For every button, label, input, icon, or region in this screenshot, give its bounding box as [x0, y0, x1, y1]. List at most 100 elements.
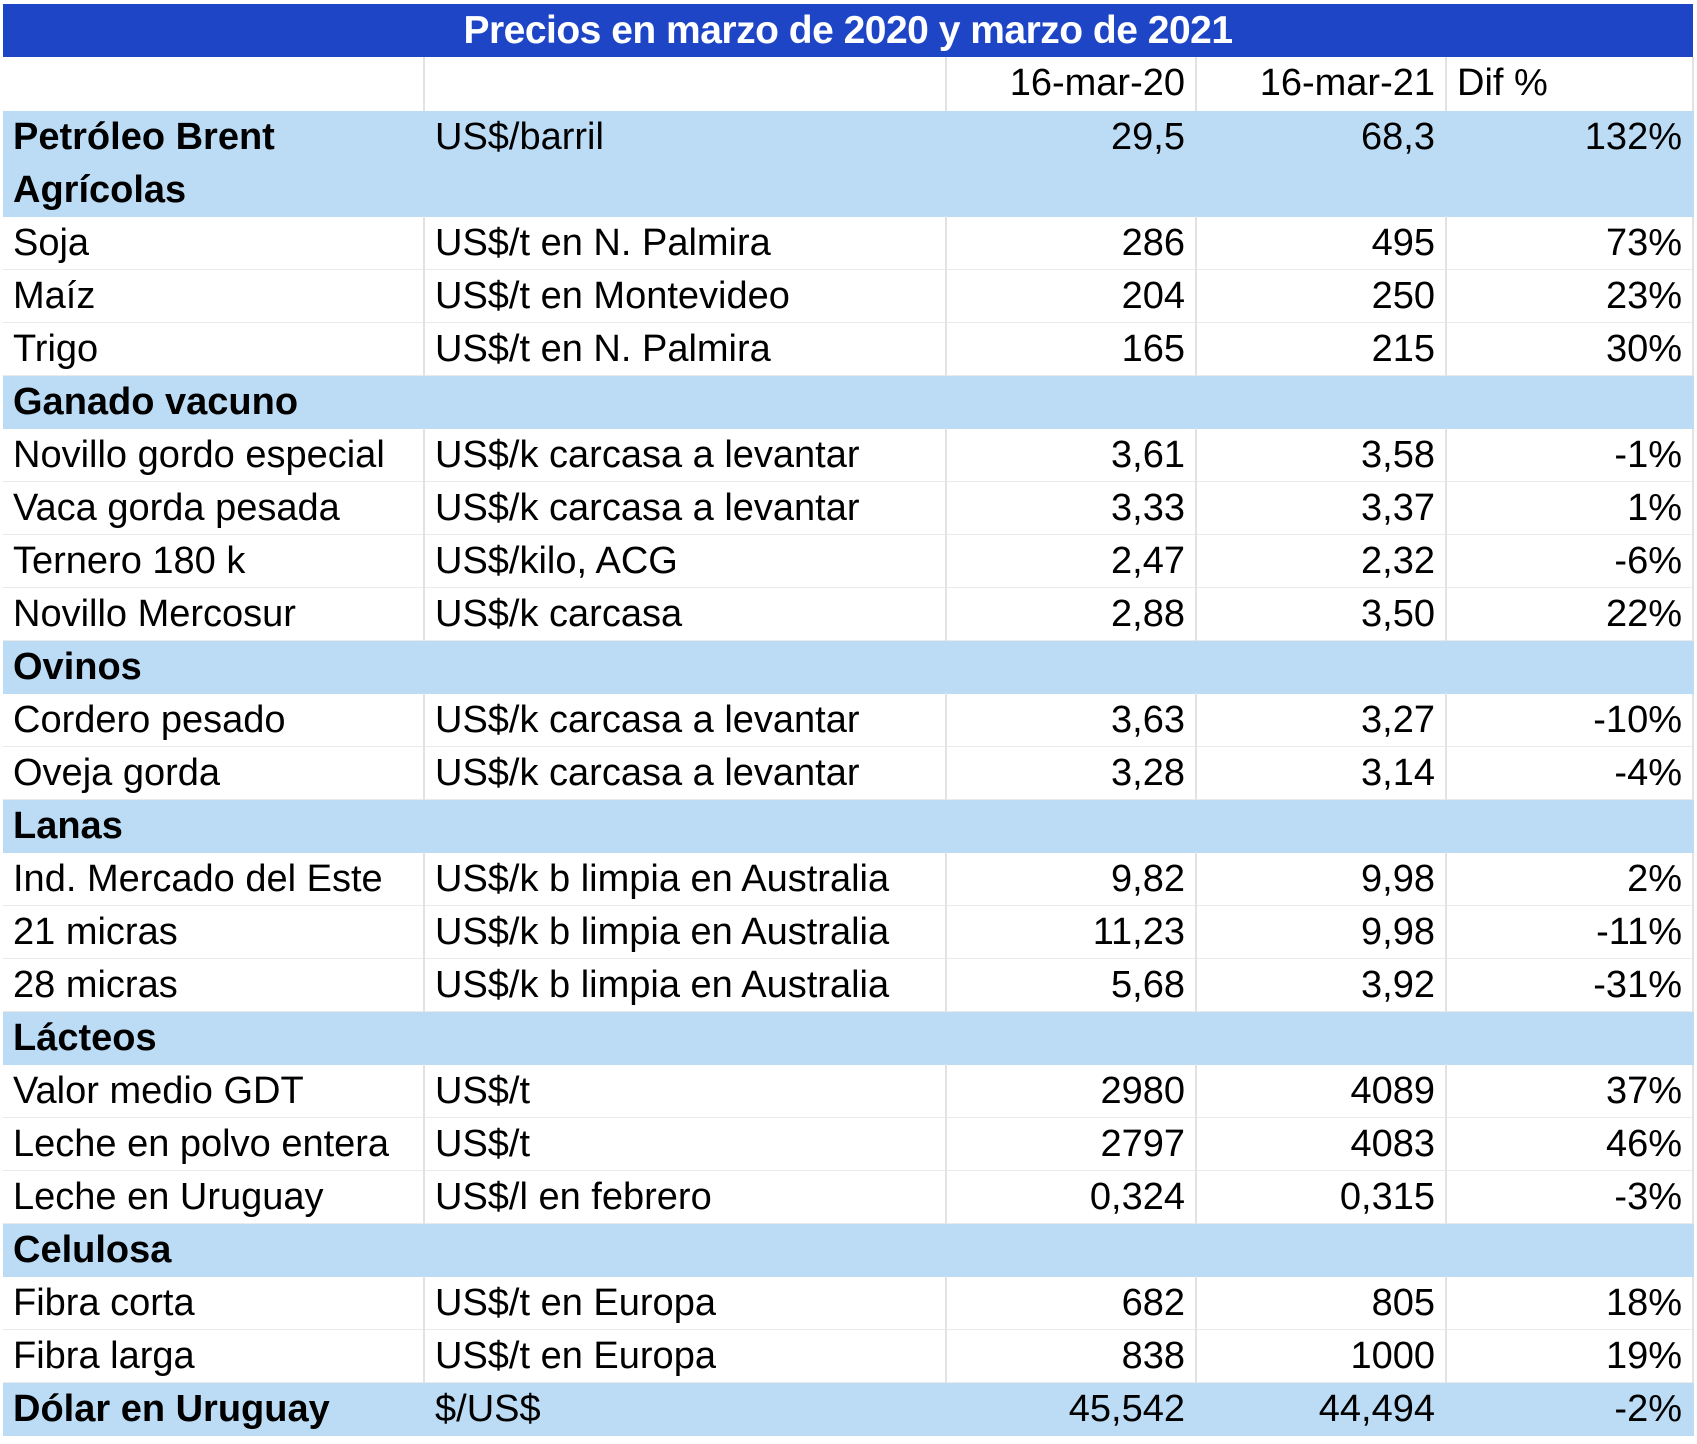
product-name-cell: Valor medio GDT: [3, 1064, 425, 1118]
table-row: 21 micras US$/k b limpia en Australia 11,2…: [3, 905, 1694, 959]
section-title: Agrícolas: [3, 163, 1694, 217]
product-name-cell: Oveja gorda: [3, 746, 425, 800]
product-name-cell: Novillo Mercosur: [3, 587, 425, 641]
dif-percent-cell: 2%: [1446, 852, 1694, 906]
price-2020-cell: 165: [946, 322, 1197, 376]
highlight-row: Dólar en Uruguay $/US$ 45,542 44,494 -2%: [3, 1382, 1694, 1436]
section-row: Ovinos: [3, 640, 1694, 694]
table-row: Leche en Uruguay US$/l en febrero 0,324 0,3…: [3, 1170, 1694, 1224]
unit-cell: US$/k carcasa a levantar: [424, 428, 947, 482]
table-row: Fibra corta US$/t en Europa 682 805 18%: [3, 1276, 1694, 1330]
product-name-cell: Cordero pesado: [3, 693, 425, 747]
product-name-cell: 28 micras: [3, 958, 425, 1012]
dif-percent-cell: -31%: [1446, 958, 1694, 1012]
price-2021-cell: 3,14: [1196, 746, 1447, 800]
unit-cell: US$/t en N. Palmira: [424, 216, 947, 270]
unit-cell: $/US$: [424, 1382, 947, 1436]
price-2020-cell: 0,324: [946, 1170, 1197, 1224]
dif-percent-cell: 46%: [1446, 1117, 1694, 1171]
product-name-cell: Maíz: [3, 269, 425, 323]
price-2020-cell: 3,63: [946, 693, 1197, 747]
table-row: Maíz US$/t en Montevideo 204 250 23%: [3, 269, 1694, 323]
price-table: 16-mar-20 16-mar-21 Dif % Petróleo Brent…: [3, 57, 1694, 1436]
unit-cell: US$/k carcasa a levantar: [424, 481, 947, 535]
price-2021-cell: 3,37: [1196, 481, 1447, 535]
product-name-cell: Soja: [3, 216, 425, 270]
price-2021-cell: 3,50: [1196, 587, 1447, 641]
price-2021-cell: 215: [1196, 322, 1447, 376]
unit-cell: US$/k carcasa: [424, 587, 947, 641]
dif-percent-cell: 23%: [1446, 269, 1694, 323]
product-name-cell: Ternero 180 k: [3, 534, 425, 588]
price-2020-cell: 5,68: [946, 958, 1197, 1012]
price-2021-cell: 805: [1196, 1276, 1447, 1330]
dif-percent-cell: 73%: [1446, 216, 1694, 270]
unit-cell: US$/kilo, ACG: [424, 534, 947, 588]
table-row: Novillo Mercosur US$/k carcasa 2,88 3,50 22%: [3, 587, 1694, 641]
table-row: Ind. Mercado del Este US$/k b limpia en A…: [3, 852, 1694, 906]
price-2020-cell: 2,88: [946, 587, 1197, 641]
table-row: Vaca gorda pesada US$/k carcasa a levanta…: [3, 481, 1694, 535]
unit-cell: US$/t en Europa: [424, 1276, 947, 1330]
price-2020-cell: 838: [946, 1329, 1197, 1383]
price-2021-cell: 9,98: [1196, 852, 1447, 906]
unit-cell: US$/k b limpia en Australia: [424, 905, 947, 959]
section-title: Lanas: [3, 799, 1694, 853]
price-2020-cell: 2,47: [946, 534, 1197, 588]
price-2020-cell: 9,82: [946, 852, 1197, 906]
price-2021-cell: 4083: [1196, 1117, 1447, 1171]
dif-percent-cell: -1%: [1446, 428, 1694, 482]
dif-percent-cell: 18%: [1446, 1276, 1694, 1330]
unit-cell: US$/barril: [424, 110, 947, 164]
product-name-cell: Ind. Mercado del Este: [3, 852, 425, 906]
price-2020-cell: 3,61: [946, 428, 1197, 482]
highlight-row: Petróleo Brent US$/barril 29,5 68,3 132%: [3, 110, 1694, 164]
price-2021-cell: 250: [1196, 269, 1447, 323]
sheet-title: Precios en marzo de 2020 y marzo de 2021: [3, 4, 1693, 57]
price-2021-cell: 495: [1196, 216, 1447, 270]
table-row: Oveja gorda US$/k carcasa a levantar 3,28 3…: [3, 746, 1694, 800]
table-row: Soja US$/t en N. Palmira 286 495 73%: [3, 216, 1694, 270]
dif-percent-cell: -11%: [1446, 905, 1694, 959]
price-2021-cell: 44,494: [1196, 1382, 1447, 1436]
section-row: Ganado vacuno: [3, 375, 1694, 429]
price-2021-cell: 2,32: [1196, 534, 1447, 588]
price-2021-cell: 4089: [1196, 1064, 1447, 1118]
table-row: Valor medio GDT US$/t 2980 4089 37%: [3, 1064, 1694, 1118]
table-row: Ternero 180 k US$/kilo, ACG 2,47 2,32 -6%: [3, 534, 1694, 588]
dif-percent-cell: 22%: [1446, 587, 1694, 641]
price-2021-cell: 68,3: [1196, 110, 1447, 164]
product-name-cell: Trigo: [3, 322, 425, 376]
header-cell-unit: [424, 57, 947, 111]
price-2021-cell: 0,315: [1196, 1170, 1447, 1224]
table-row: Cordero pesado US$/k carcasa a levantar 3,…: [3, 693, 1694, 747]
dif-percent-cell: -4%: [1446, 746, 1694, 800]
price-table-body: 16-mar-20 16-mar-21 Dif % Petróleo Brent…: [3, 57, 1694, 1436]
section-row: Lanas: [3, 799, 1694, 853]
unit-cell: US$/k b limpia en Australia: [424, 958, 947, 1012]
price-2020-cell: 3,28: [946, 746, 1197, 800]
price-2021-cell: 3,58: [1196, 428, 1447, 482]
dif-percent-cell: -3%: [1446, 1170, 1694, 1224]
price-2020-cell: 45,542: [946, 1382, 1197, 1436]
section-row: Lácteos: [3, 1011, 1694, 1065]
price-2020-cell: 2797: [946, 1117, 1197, 1171]
dif-percent-cell: 37%: [1446, 1064, 1694, 1118]
price-2020-cell: 2980: [946, 1064, 1197, 1118]
section-title: Celulosa: [3, 1223, 1694, 1277]
price-2021-cell: 9,98: [1196, 905, 1447, 959]
table-row: Novillo gordo especial US$/k carcasa a le…: [3, 428, 1694, 482]
price-2020-cell: 682: [946, 1276, 1197, 1330]
product-name-cell: Novillo gordo especial: [3, 428, 425, 482]
header-cell-product: [3, 57, 425, 111]
table-row: Fibra larga US$/t en Europa 838 1000 19%: [3, 1329, 1694, 1383]
unit-cell: US$/l en febrero: [424, 1170, 947, 1224]
table-row: 28 micras US$/k b limpia en Australia 5,68…: [3, 958, 1694, 1012]
dif-percent-cell: 1%: [1446, 481, 1694, 535]
unit-cell: US$/t en Europa: [424, 1329, 947, 1383]
section-row: Celulosa: [3, 1223, 1694, 1277]
dif-percent-cell: -6%: [1446, 534, 1694, 588]
header-date-2021: 16-mar-21: [1196, 57, 1447, 111]
unit-cell: US$/k b limpia en Australia: [424, 852, 947, 906]
